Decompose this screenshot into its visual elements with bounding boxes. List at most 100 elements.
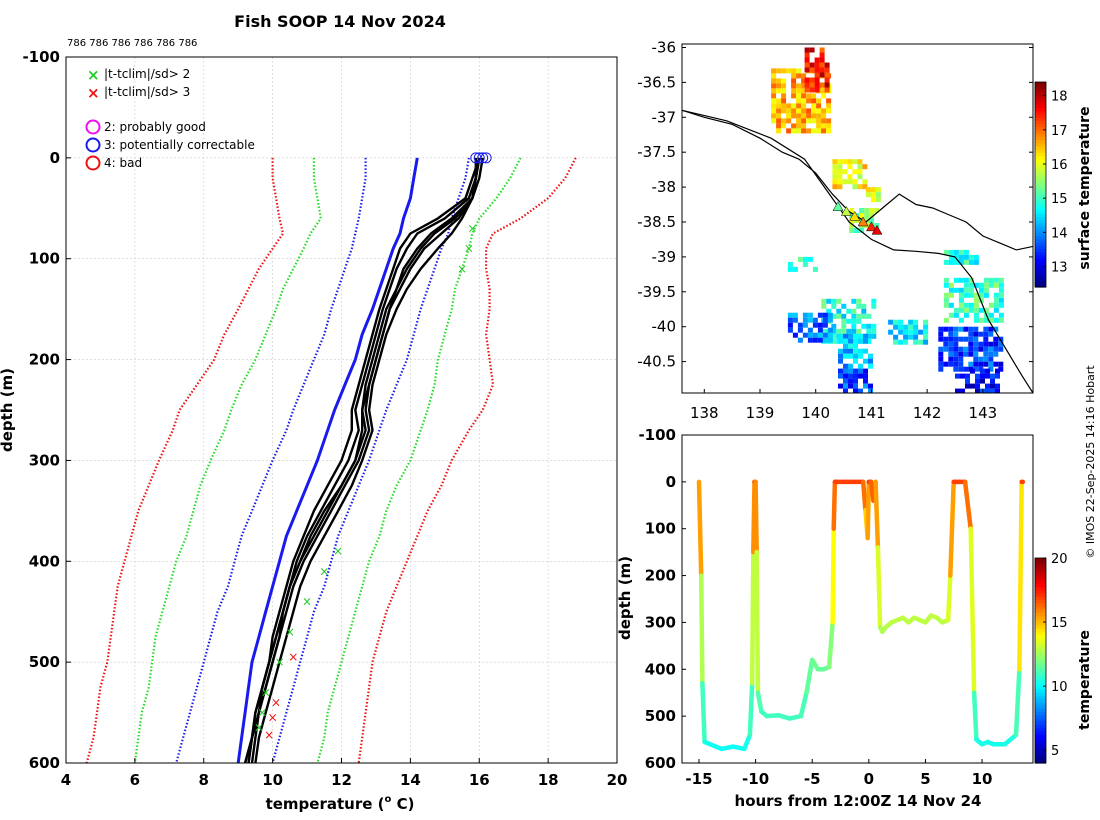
sst-cell	[792, 317, 798, 323]
sst-cell	[963, 351, 969, 357]
sst-cell	[836, 328, 842, 334]
time-colorbar-step	[1035, 580, 1046, 585]
sst-cell	[817, 332, 823, 338]
sst-cell	[851, 323, 857, 329]
map-colorbar-step	[1035, 235, 1046, 240]
time-colorbar-step	[1035, 756, 1046, 761]
sst-cell	[843, 373, 848, 379]
sst-cell	[988, 366, 994, 372]
sst-cell	[893, 339, 899, 345]
sst-cell	[796, 103, 802, 109]
sst-cell	[948, 254, 954, 260]
sst-cell	[852, 159, 858, 165]
shelf-contour	[682, 109, 1033, 393]
sst-cell	[983, 287, 989, 293]
sst-cell	[953, 254, 959, 260]
sst-cell	[958, 277, 964, 283]
track-marker	[866, 221, 877, 232]
map-colorbar-step	[1035, 184, 1046, 189]
sst-cell	[819, 67, 825, 73]
sst-cell	[802, 312, 808, 318]
sst-cell	[806, 108, 812, 114]
time-colorbar-step	[1035, 609, 1046, 614]
sst-cell	[852, 179, 858, 185]
flag-green-x: ×	[319, 564, 329, 578]
sst-cell	[781, 108, 787, 114]
sst-cell	[787, 317, 793, 323]
sst-cell	[953, 307, 959, 313]
time-x-tick-label: 10	[972, 770, 993, 788]
profile-line	[243, 157, 477, 764]
sst-cell	[787, 312, 793, 318]
sst-cell	[796, 93, 802, 99]
sst-cell	[792, 266, 798, 272]
sst-cell	[963, 259, 969, 265]
sst-cell	[993, 307, 999, 313]
sst-cell	[856, 313, 862, 319]
sst-cell	[948, 336, 954, 342]
sst-cell	[819, 62, 825, 68]
time-colorbar-step	[1035, 625, 1046, 630]
sst-cell	[975, 388, 980, 393]
sst-cell	[998, 302, 1004, 308]
sst-cell	[816, 128, 822, 134]
sst-cell	[973, 317, 979, 323]
sst-cell	[943, 317, 949, 323]
sst-cell	[786, 118, 792, 124]
profile-y-tick-label: -100	[22, 48, 60, 66]
trace-segment	[826, 620, 835, 670]
sst-cell	[913, 334, 919, 340]
sst-cell	[965, 373, 970, 379]
sst-cell	[858, 333, 863, 339]
sst-cell	[978, 356, 984, 362]
trace-segment	[700, 681, 707, 745]
sst-cell	[809, 82, 815, 88]
sst-cell	[993, 282, 999, 288]
sst-cell	[983, 356, 989, 362]
sst-cell	[948, 351, 954, 357]
sst-cell	[824, 87, 830, 93]
time-plot-frame	[681, 434, 1034, 764]
time-x-label: hours from 12:00Z 14 Nov 24	[735, 792, 982, 810]
sst-cell	[812, 266, 818, 272]
profile-x-tick-label: 18	[538, 771, 559, 789]
sst-cell	[958, 307, 964, 313]
sst-cell	[870, 192, 876, 198]
map-colorbar-frame	[1034, 81, 1047, 288]
sst-cell	[826, 103, 832, 109]
sst-cell	[796, 113, 802, 119]
sst-cell	[853, 383, 858, 389]
legend-flag-green: |t-tclim|/sd> 2	[104, 67, 190, 81]
map-colorbar-step	[1035, 123, 1046, 128]
sst-cell	[983, 326, 989, 332]
profile-y-ticks: -100 0 100 200 300 400 500 600	[22, 48, 71, 772]
sst-cell	[871, 333, 877, 339]
sst-cell	[908, 334, 914, 340]
time-y-tick-label: 200	[645, 567, 676, 585]
map-colorbar-step	[1035, 162, 1046, 166]
sst-cell	[955, 388, 960, 393]
sst-cell	[843, 353, 848, 359]
sst-cell	[988, 317, 994, 323]
sst-cell	[953, 341, 959, 347]
sst-cell	[923, 324, 929, 330]
sst-cell	[898, 324, 904, 330]
sst-cell	[958, 249, 964, 255]
sst-cell	[827, 337, 833, 343]
sst-cell	[973, 312, 979, 318]
sst-cell	[821, 88, 827, 94]
sst-cell	[866, 338, 872, 344]
sst-cell	[973, 341, 979, 347]
map-colorbar-step	[1035, 206, 1046, 211]
sst-cell	[983, 317, 989, 323]
sst-cell	[848, 353, 853, 359]
sst-cell	[978, 292, 984, 298]
track-marker	[857, 216, 869, 227]
sst-cell	[837, 169, 843, 175]
sst-cell	[822, 317, 828, 323]
sst-cell	[913, 324, 919, 330]
sst-cell	[988, 312, 994, 318]
sst-cell	[943, 361, 949, 367]
sst-cell	[973, 302, 979, 308]
sst-cell	[993, 292, 999, 298]
